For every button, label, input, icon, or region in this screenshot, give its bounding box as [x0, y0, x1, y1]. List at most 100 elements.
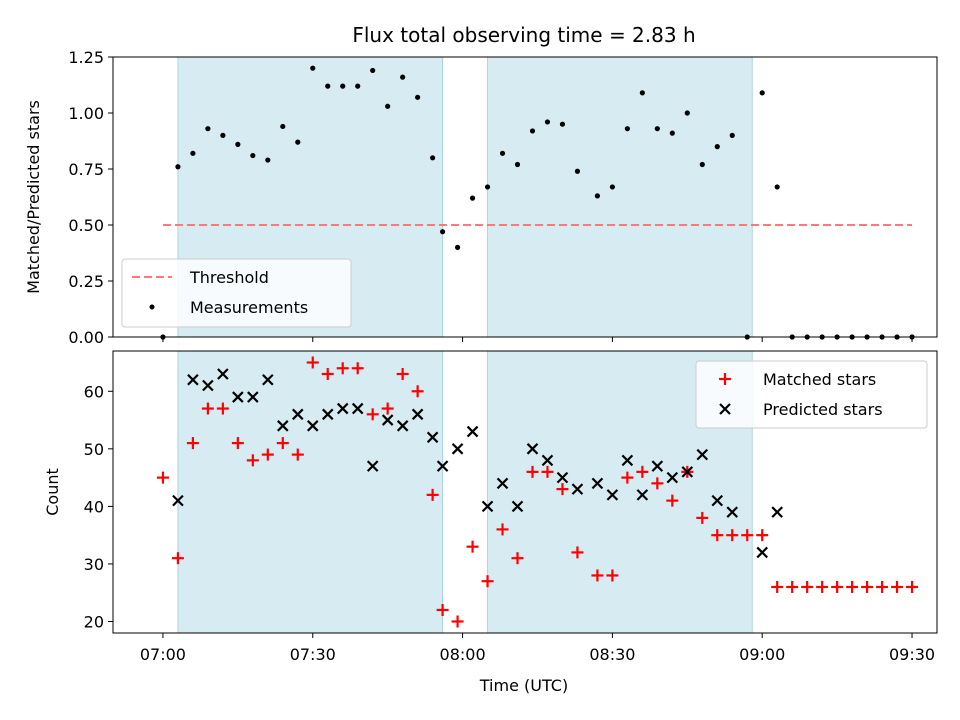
predicted-star-point — [172, 494, 184, 507]
predicted-star-point — [291, 408, 304, 421]
matched-star-point — [291, 448, 304, 461]
predicted-star-point — [621, 454, 634, 467]
matched-star-point — [336, 362, 349, 375]
predicted-star-point — [321, 408, 334, 421]
measurement-point — [559, 121, 566, 127]
predicted-star-point — [202, 379, 214, 392]
matched-star-point — [466, 540, 479, 553]
measurement-point — [639, 90, 645, 96]
measurement-point — [759, 90, 765, 96]
legend-matched-swatch — [719, 373, 731, 385]
predicted-star-point — [336, 402, 349, 415]
predicted-star-point — [396, 420, 409, 432]
top-plot-frame — [112, 56, 938, 338]
x-tick-label: 09:30 — [889, 645, 935, 664]
predicted-star-point — [466, 425, 479, 438]
matched-star-point — [261, 448, 274, 461]
predicted-star-point — [366, 460, 379, 472]
measurement-point — [205, 126, 211, 132]
matched-star-point — [861, 580, 874, 593]
predicted-star-point — [217, 368, 229, 380]
bottom-panel: 20 30 40 50 60 07:00 07:30 08:00 08:30 09:00 09:3… — [43, 350, 938, 695]
measurement-point — [514, 161, 521, 168]
y-tick-label: 20 — [84, 612, 104, 631]
y-tick-label: 0.25 — [68, 272, 104, 291]
bottom-x-axis: 07:0007:3008:0008:3009:0009:3010:0010:30… — [140, 633, 935, 664]
predicted-star-point — [247, 391, 259, 403]
measurement-point — [454, 244, 461, 250]
matched-star-point — [696, 511, 709, 524]
measurement-point — [355, 83, 361, 89]
predicted-star-point — [636, 489, 649, 501]
matched-star-point — [366, 408, 379, 421]
predicted-star-point — [511, 500, 524, 513]
bottom-legend-box — [695, 360, 928, 429]
predicted-star-point — [571, 483, 584, 495]
measurement-point — [250, 152, 256, 159]
chart-title: Flux total observing time = 2.83 h — [352, 23, 695, 47]
legend-predicted-swatch — [719, 403, 731, 415]
predicted-star-point — [232, 391, 244, 403]
matched-star-point — [511, 552, 524, 565]
predicted-star-point — [277, 420, 289, 432]
measurement-point — [484, 184, 491, 190]
matched-star-point — [771, 580, 784, 593]
x-tick-label: 08:00 — [440, 645, 486, 664]
measurement-point — [310, 65, 316, 71]
matched-star-point — [541, 465, 554, 478]
top-x-ticks — [162, 337, 913, 342]
matched-star-point — [666, 494, 679, 507]
legend-measurements-swatch — [149, 304, 155, 310]
bottom-shading — [177, 350, 753, 634]
measurement-points — [160, 65, 915, 340]
bottom-legend: Matched stars Predicted stars — [695, 360, 928, 429]
matched-star-point — [321, 368, 334, 381]
matched-star-point — [571, 546, 584, 559]
predicted-star-point — [481, 500, 494, 513]
predicted-star-point — [681, 466, 694, 478]
measurement-point — [385, 103, 391, 109]
measurement-point — [175, 164, 181, 170]
legend-measurements-label: Measurements — [190, 298, 308, 317]
predicted-star-point — [306, 420, 319, 432]
predicted-star-point — [496, 477, 509, 490]
top-y-axis-label: Matched/Predicted stars — [24, 100, 43, 294]
matched-star-point — [526, 465, 539, 478]
matched-star-point — [246, 454, 259, 467]
predicted-star-point — [711, 494, 724, 507]
x-tick-label: 07:00 — [140, 645, 186, 664]
matched-star-point — [426, 488, 439, 501]
matched-star-point — [726, 529, 739, 542]
top-legend: Threshold Measurements — [121, 258, 352, 328]
matched-star-point — [276, 437, 289, 450]
predicted-star-point — [591, 477, 604, 490]
matched-star-point — [496, 523, 509, 536]
predicted-star-point — [726, 506, 739, 518]
measurement-point — [370, 67, 376, 74]
predicted-star-point — [556, 471, 569, 484]
matched-star-point — [801, 580, 814, 593]
matched-star-point — [186, 437, 199, 450]
matched-star-point — [306, 356, 319, 369]
measurement-point — [440, 229, 446, 235]
measurement-point — [190, 150, 196, 156]
matched-star-point — [351, 362, 364, 375]
matched-star-point — [591, 569, 604, 582]
bottom-y-axis-label: Count — [43, 468, 62, 516]
matched-star-point — [786, 580, 799, 593]
bottom-plot-frame — [112, 350, 938, 634]
predicted-star-point — [351, 402, 364, 415]
x-tick-label: 07:30 — [290, 645, 336, 664]
predicted-star-point — [526, 443, 539, 455]
top-legend-box — [121, 258, 352, 328]
predicted-star-point — [696, 448, 709, 461]
predicted-star-point — [541, 454, 554, 467]
predicted-star-point — [426, 431, 439, 444]
predicted-star-points — [172, 368, 783, 559]
measurement-point — [774, 184, 780, 190]
y-tick-label: 0.00 — [68, 328, 104, 347]
measurement-point — [415, 94, 421, 100]
matched-star-point — [436, 603, 449, 616]
x-tick-label: 08:30 — [589, 645, 635, 664]
